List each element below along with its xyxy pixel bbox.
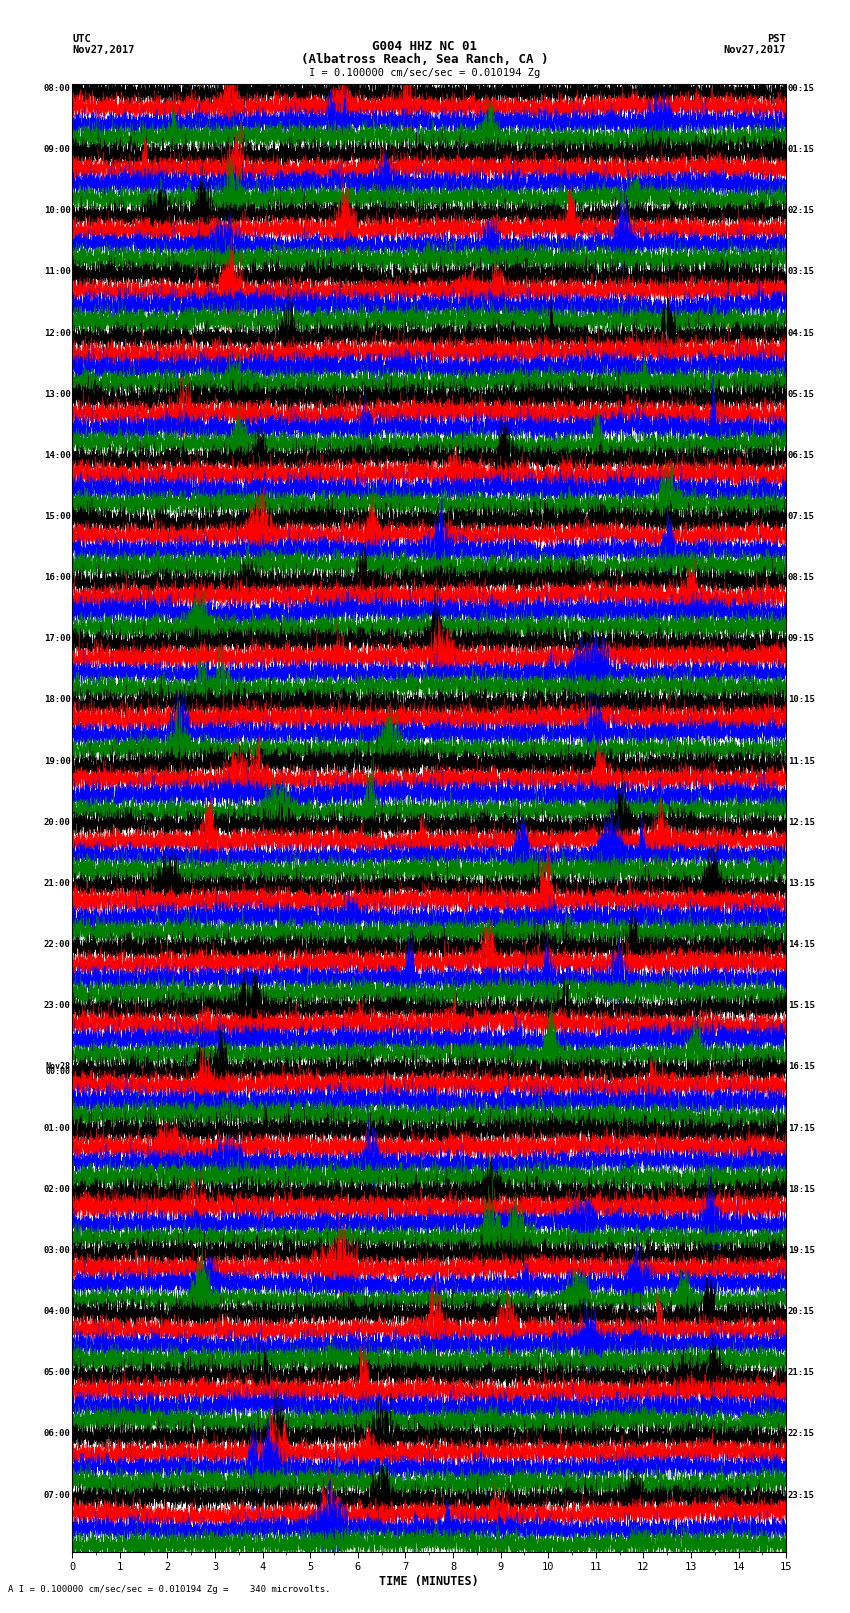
Text: 21:00: 21:00	[44, 879, 71, 887]
Text: 13:00: 13:00	[44, 390, 71, 398]
Text: 01:00: 01:00	[44, 1124, 71, 1132]
Text: 17:15: 17:15	[788, 1124, 814, 1132]
Text: 17:00: 17:00	[44, 634, 71, 644]
Text: 16:00: 16:00	[44, 573, 71, 582]
Text: 07:15: 07:15	[788, 511, 814, 521]
Text: 12:15: 12:15	[788, 818, 814, 827]
Text: Nov28: Nov28	[46, 1063, 71, 1071]
Text: 18:00: 18:00	[44, 695, 71, 705]
Text: 08:00: 08:00	[44, 84, 71, 94]
Text: 15:00: 15:00	[44, 511, 71, 521]
Text: 02:15: 02:15	[788, 206, 814, 215]
Text: UTC: UTC	[72, 34, 91, 44]
Text: 11:15: 11:15	[788, 756, 814, 766]
Text: 20:00: 20:00	[44, 818, 71, 827]
Text: Nov27,2017: Nov27,2017	[723, 45, 786, 55]
Text: 06:15: 06:15	[788, 450, 814, 460]
Text: 12:00: 12:00	[44, 329, 71, 337]
Text: 08:15: 08:15	[788, 573, 814, 582]
Text: 22:00: 22:00	[44, 940, 71, 948]
Text: 03:00: 03:00	[44, 1245, 71, 1255]
Text: 04:00: 04:00	[44, 1307, 71, 1316]
Text: 19:15: 19:15	[788, 1245, 814, 1255]
Text: 11:00: 11:00	[44, 268, 71, 276]
Text: 05:15: 05:15	[788, 390, 814, 398]
Text: 19:00: 19:00	[44, 756, 71, 766]
Text: 10:00: 10:00	[44, 206, 71, 215]
Text: 10:15: 10:15	[788, 695, 814, 705]
Text: 04:15: 04:15	[788, 329, 814, 337]
Text: 18:15: 18:15	[788, 1184, 814, 1194]
X-axis label: TIME (MINUTES): TIME (MINUTES)	[379, 1574, 479, 1587]
Text: 05:00: 05:00	[44, 1368, 71, 1378]
Text: 21:15: 21:15	[788, 1368, 814, 1378]
Text: 15:15: 15:15	[788, 1002, 814, 1010]
Text: 14:00: 14:00	[44, 450, 71, 460]
Text: (Albatross Reach, Sea Ranch, CA ): (Albatross Reach, Sea Ranch, CA )	[301, 53, 549, 66]
Text: 22:15: 22:15	[788, 1429, 814, 1439]
Text: 13:15: 13:15	[788, 879, 814, 887]
Text: PST: PST	[768, 34, 786, 44]
Text: 09:15: 09:15	[788, 634, 814, 644]
Text: 20:15: 20:15	[788, 1307, 814, 1316]
Text: I = 0.100000 cm/sec/sec = 0.010194 Zg: I = 0.100000 cm/sec/sec = 0.010194 Zg	[309, 68, 541, 77]
Text: 03:15: 03:15	[788, 268, 814, 276]
Text: 23:15: 23:15	[788, 1490, 814, 1500]
Text: 07:00: 07:00	[44, 1490, 71, 1500]
Text: Nov27,2017: Nov27,2017	[72, 45, 135, 55]
Text: G004 HHZ NC 01: G004 HHZ NC 01	[372, 40, 478, 53]
Text: 01:15: 01:15	[788, 145, 814, 153]
Text: 00:15: 00:15	[788, 84, 814, 94]
Text: A I = 0.100000 cm/sec/sec = 0.010194 Zg =    340 microvolts.: A I = 0.100000 cm/sec/sec = 0.010194 Zg …	[8, 1584, 331, 1594]
Text: 16:15: 16:15	[788, 1063, 814, 1071]
Text: 23:00: 23:00	[44, 1002, 71, 1010]
Text: 06:00: 06:00	[44, 1429, 71, 1439]
Text: 00:00: 00:00	[46, 1066, 71, 1076]
Text: 02:00: 02:00	[44, 1184, 71, 1194]
Text: 14:15: 14:15	[788, 940, 814, 948]
Text: 09:00: 09:00	[44, 145, 71, 153]
